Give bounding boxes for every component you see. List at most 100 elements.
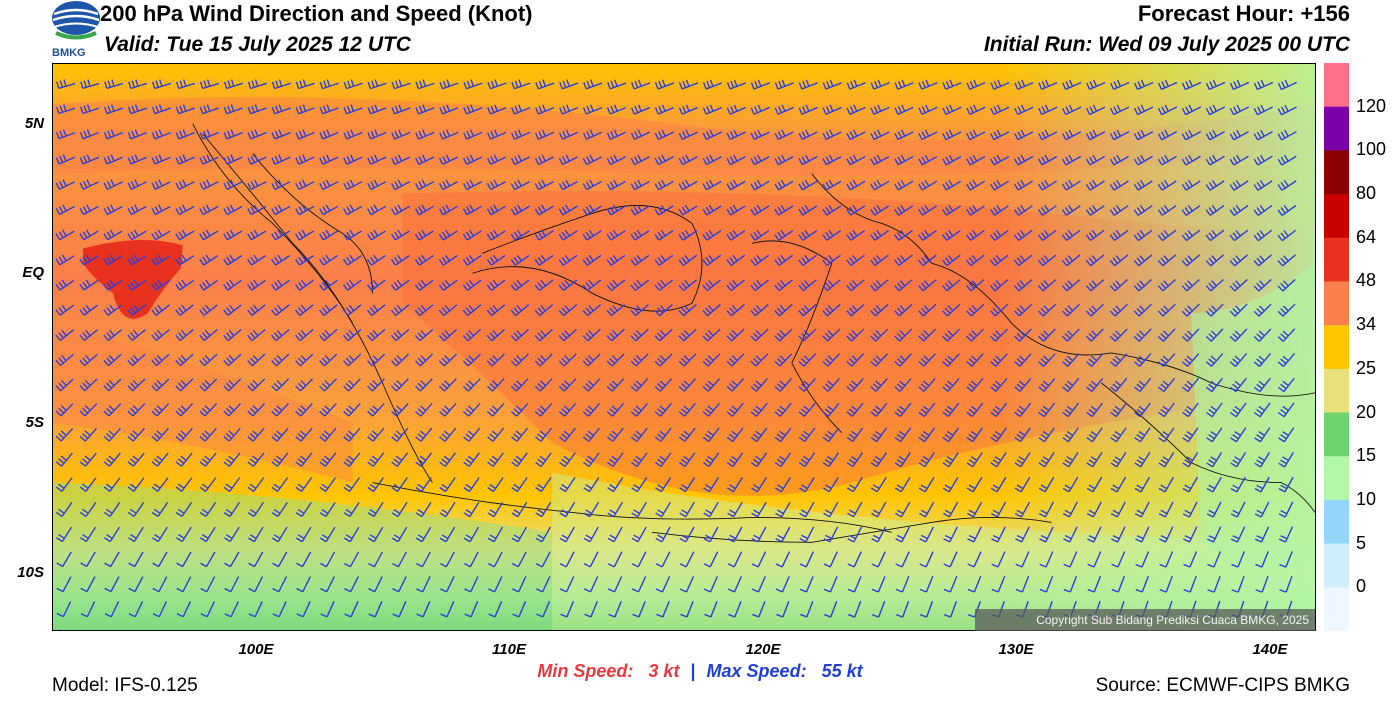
wind-barb: [1181, 279, 1200, 292]
wind-barb: [990, 476, 1007, 493]
page-title: 200 hPa Wind Direction and Speed (Knot): [100, 1, 533, 26]
wind-barb: [247, 501, 264, 518]
colorbar-label: 34: [1356, 314, 1377, 335]
wind-barb: [582, 402, 601, 417]
wind-barb: [751, 526, 767, 543]
wind-barb: [438, 279, 458, 291]
wind-barb: [1086, 501, 1102, 518]
wind-barb: [1110, 452, 1127, 468]
wind-barb: [847, 600, 862, 618]
wind-barb: [415, 551, 432, 568]
wind-barb: [1061, 229, 1081, 242]
wind-barb: [510, 378, 529, 392]
wind-barb: [439, 79, 459, 90]
wind-barb: [319, 403, 337, 417]
wind-barb: [1014, 79, 1034, 90]
wind-barb: [103, 502, 121, 517]
wind-barb: [103, 179, 123, 190]
wind-barb: [55, 179, 75, 190]
lat-label-eq: EQ: [22, 264, 44, 281]
wind-barb: [774, 427, 792, 443]
wind-barb: [606, 353, 625, 367]
wind-barb: [391, 378, 409, 392]
wind-barb: [1133, 328, 1152, 342]
wind-barb: [199, 477, 217, 492]
wind-barb: [870, 402, 888, 417]
wind-barb: [1085, 179, 1105, 191]
wind-barb: [534, 179, 555, 191]
wind-barb: [559, 477, 576, 493]
wind-barb: [536, 601, 551, 618]
wind-barb: [870, 279, 889, 292]
wind-barb: [200, 551, 216, 568]
wind-barb: [152, 526, 168, 543]
wind-barb: [127, 279, 147, 291]
wind-barb: [128, 551, 144, 568]
wind-barb: [823, 501, 839, 518]
wind-barb: [319, 154, 339, 165]
wind-barb: [272, 576, 288, 593]
wind-barb: [343, 104, 363, 115]
wind-barb: [79, 452, 97, 467]
wind-barb: [1039, 576, 1054, 593]
wind-barb: [1181, 154, 1201, 166]
wind-barb: [535, 477, 552, 493]
wind-barb: [486, 279, 506, 291]
wind-barb: [1062, 328, 1080, 342]
wind-barb: [678, 79, 699, 90]
wind-barb: [1038, 452, 1055, 468]
wind-barb: [558, 353, 577, 367]
wind-barb: [654, 378, 673, 392]
wind-barb: [560, 600, 575, 618]
wind-barb: [1062, 377, 1080, 392]
colorbar-label: 48: [1356, 270, 1377, 291]
wind-barb: [367, 154, 387, 165]
wind-barb: [846, 378, 864, 392]
wind-barb: [199, 154, 219, 165]
wind-barb: [726, 204, 746, 216]
wind-barb: [414, 229, 434, 241]
wind-barb: [894, 353, 912, 367]
valid-time: Valid: Tue 15 July 2025 12 UTC: [104, 33, 411, 56]
wind-barb: [1277, 229, 1297, 242]
wind-barb: [1279, 575, 1293, 593]
wind-barb: [295, 477, 313, 492]
wind-barb: [55, 329, 75, 341]
wind-barb: [247, 279, 266, 291]
wind-barb: [535, 452, 552, 468]
wind-barb: [894, 377, 912, 392]
wind-barb: [1039, 526, 1054, 543]
wind-barb: [895, 501, 911, 518]
wind-barb: [559, 526, 575, 543]
wind-barb: [224, 601, 239, 618]
wind-barb: [654, 328, 673, 342]
wind-barbs: [55, 79, 1298, 618]
wind-barb: [775, 551, 791, 568]
wind-barb: [606, 378, 625, 392]
wind-barb: [678, 378, 697, 392]
wind-barb: [1085, 129, 1106, 141]
wind-barb: [342, 304, 362, 316]
wind-barb: [966, 79, 986, 90]
wind-barb: [319, 452, 337, 467]
wind-barb: [798, 402, 816, 417]
wind-barb: [1181, 303, 1200, 317]
wind-barb: [822, 402, 840, 417]
wind-barb: [558, 179, 578, 191]
wind-barb: [679, 576, 695, 593]
wind-barb: [295, 329, 314, 342]
wind-barb: [894, 303, 913, 317]
wind-barb: [127, 452, 145, 467]
source-info: Source: ECMWF-CIPS BMKG: [1095, 675, 1350, 696]
wind-barb: [799, 476, 815, 493]
wind-barb: [774, 353, 793, 367]
wind-barb: [510, 179, 531, 191]
wind-barb: [368, 576, 383, 593]
wind-barb: [319, 79, 339, 90]
wind-barb: [1085, 154, 1105, 166]
wind-barb: [943, 501, 959, 518]
wind-barb: [486, 304, 506, 317]
wind-barb: [1278, 501, 1294, 518]
wind-barb: [390, 279, 410, 291]
wind-barb: [462, 402, 481, 417]
